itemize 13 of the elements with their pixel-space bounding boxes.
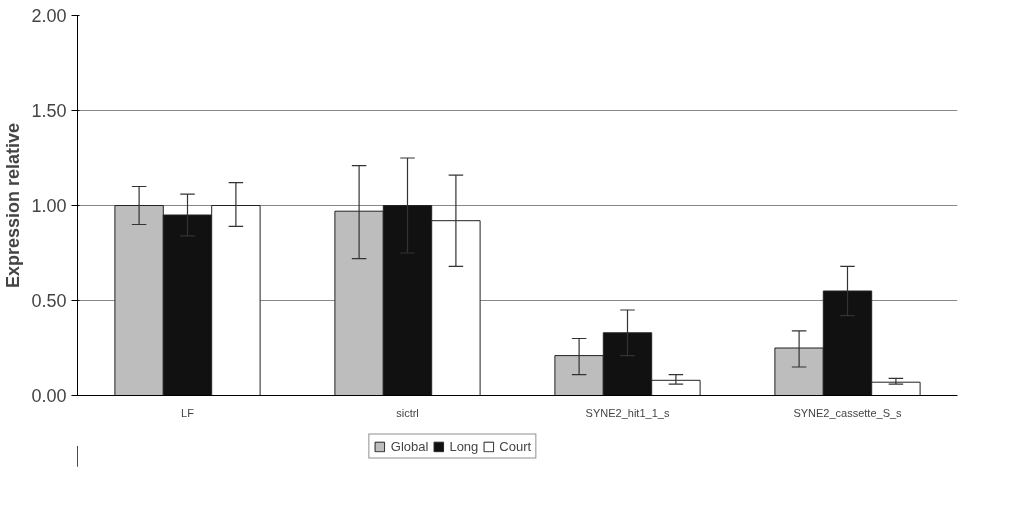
y-tick-label: 2.00 xyxy=(31,6,67,26)
y-tick-label: 0.50 xyxy=(31,291,67,311)
y-tick-label: 1.50 xyxy=(31,101,67,121)
x-tick-label: LF xyxy=(181,406,195,419)
x-tick-label: SYNE2_hit1_1_s xyxy=(585,406,670,419)
y-axis-title: Expression relative xyxy=(3,122,24,289)
legend-label: Global xyxy=(390,438,429,454)
legend-label: Court xyxy=(499,438,532,454)
legend-label: Long xyxy=(449,438,479,454)
y-tick-label: 1.00 xyxy=(31,196,67,216)
x-tick-label: SYNE2_cassette_S_s xyxy=(793,406,903,419)
x-tick-label: sictrl xyxy=(396,406,419,419)
y-tick-label: 0.00 xyxy=(31,386,67,406)
